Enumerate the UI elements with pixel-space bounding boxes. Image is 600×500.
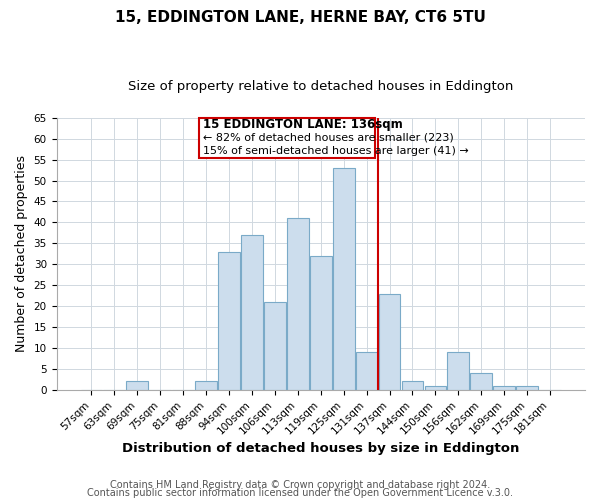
Bar — [401, 382, 424, 390]
Bar — [287, 218, 309, 390]
Text: Contains public sector information licensed under the Open Government Licence v.: Contains public sector information licen… — [87, 488, 513, 498]
Text: ← 82% of detached houses are smaller (223): ← 82% of detached houses are smaller (22… — [203, 132, 454, 142]
FancyBboxPatch shape — [199, 118, 374, 158]
Bar — [241, 235, 263, 390]
Text: 15% of semi-detached houses are larger (41) →: 15% of semi-detached houses are larger (… — [203, 146, 469, 156]
Bar — [333, 168, 355, 390]
Bar — [264, 302, 286, 390]
Bar — [195, 382, 217, 390]
Bar — [493, 386, 515, 390]
Bar — [310, 256, 332, 390]
Bar — [379, 294, 400, 390]
Y-axis label: Number of detached properties: Number of detached properties — [15, 156, 28, 352]
Bar — [425, 386, 446, 390]
Bar — [127, 382, 148, 390]
Text: Contains HM Land Registry data © Crown copyright and database right 2024.: Contains HM Land Registry data © Crown c… — [110, 480, 490, 490]
Text: 15, EDDINGTON LANE, HERNE BAY, CT6 5TU: 15, EDDINGTON LANE, HERNE BAY, CT6 5TU — [115, 10, 485, 25]
Bar — [470, 373, 492, 390]
Text: 15 EDDINGTON LANE: 136sqm: 15 EDDINGTON LANE: 136sqm — [203, 118, 403, 131]
X-axis label: Distribution of detached houses by size in Eddington: Distribution of detached houses by size … — [122, 442, 520, 455]
Bar — [516, 386, 538, 390]
Bar — [448, 352, 469, 390]
Bar — [218, 252, 240, 390]
Bar — [356, 352, 377, 390]
Title: Size of property relative to detached houses in Eddington: Size of property relative to detached ho… — [128, 80, 514, 93]
